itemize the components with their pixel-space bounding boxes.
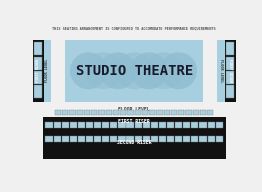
Bar bbox=[53, 136, 61, 142]
Bar bbox=[77, 110, 83, 115]
Bar bbox=[183, 122, 190, 128]
Bar bbox=[34, 71, 42, 84]
Circle shape bbox=[85, 52, 122, 89]
Bar bbox=[34, 42, 42, 55]
Bar bbox=[225, 40, 236, 102]
Bar bbox=[46, 136, 53, 142]
Bar bbox=[143, 122, 150, 128]
Bar bbox=[226, 71, 234, 84]
Bar bbox=[167, 122, 174, 128]
Bar bbox=[226, 42, 234, 55]
Bar bbox=[55, 110, 61, 115]
Bar bbox=[118, 136, 125, 142]
Bar bbox=[226, 85, 234, 98]
Bar bbox=[102, 122, 109, 128]
Bar bbox=[163, 110, 170, 115]
Bar bbox=[98, 110, 105, 115]
Bar bbox=[106, 110, 112, 115]
Bar bbox=[226, 56, 234, 70]
Bar bbox=[216, 136, 223, 142]
Bar bbox=[94, 122, 101, 128]
Bar bbox=[69, 110, 76, 115]
Bar bbox=[191, 136, 199, 142]
Bar bbox=[156, 110, 163, 115]
Text: FIRST RISER: FIRST RISER bbox=[118, 119, 150, 124]
Circle shape bbox=[160, 52, 197, 89]
Bar bbox=[127, 110, 134, 115]
Bar bbox=[118, 122, 125, 128]
Circle shape bbox=[130, 52, 168, 89]
Bar bbox=[200, 110, 206, 115]
Bar bbox=[135, 136, 142, 142]
Bar bbox=[70, 122, 77, 128]
Bar bbox=[159, 122, 166, 128]
Bar bbox=[151, 122, 158, 128]
Text: FIRST RISER: FIRST RISER bbox=[228, 59, 232, 83]
Bar bbox=[178, 110, 184, 115]
Bar bbox=[135, 122, 142, 128]
Bar bbox=[65, 40, 203, 102]
Text: FIRST RISER: FIRST RISER bbox=[36, 59, 40, 83]
Bar bbox=[175, 122, 182, 128]
Bar bbox=[110, 136, 117, 142]
Bar bbox=[70, 136, 77, 142]
Text: FLOOR LEVEL: FLOOR LEVEL bbox=[219, 59, 223, 83]
Bar bbox=[191, 122, 199, 128]
Bar bbox=[135, 110, 141, 115]
Bar bbox=[142, 110, 148, 115]
Bar bbox=[46, 122, 53, 128]
Bar bbox=[127, 136, 134, 142]
Text: FLOOR LEVEL: FLOOR LEVEL bbox=[118, 107, 150, 112]
Bar bbox=[159, 136, 166, 142]
Bar bbox=[193, 110, 199, 115]
Text: STUDIO THEATRE: STUDIO THEATRE bbox=[76, 64, 193, 78]
Bar bbox=[171, 110, 177, 115]
Bar bbox=[33, 40, 43, 102]
Text: FLOOR LEVEL: FLOOR LEVEL bbox=[46, 59, 50, 83]
Bar bbox=[78, 122, 85, 128]
Bar bbox=[185, 110, 192, 115]
Bar bbox=[34, 85, 42, 98]
Bar bbox=[127, 122, 134, 128]
Bar bbox=[149, 110, 155, 115]
Bar bbox=[62, 122, 69, 128]
Bar bbox=[175, 136, 182, 142]
Bar bbox=[43, 117, 226, 159]
Circle shape bbox=[99, 52, 137, 89]
Bar bbox=[113, 110, 119, 115]
Bar bbox=[53, 122, 61, 128]
Bar bbox=[110, 122, 117, 128]
Bar bbox=[43, 40, 51, 102]
Bar bbox=[86, 122, 93, 128]
Bar bbox=[199, 136, 206, 142]
Bar bbox=[84, 110, 90, 115]
Bar bbox=[62, 136, 69, 142]
Bar bbox=[208, 136, 215, 142]
Bar bbox=[102, 136, 109, 142]
Bar bbox=[217, 40, 225, 102]
Bar bbox=[91, 110, 97, 115]
Bar bbox=[143, 136, 150, 142]
Text: THIS SEATING ARRANGEMENT IS CONFIGURED TO ACCOMODATE PERFORMANCE REQUIREMENTS: THIS SEATING ARRANGEMENT IS CONFIGURED T… bbox=[52, 27, 216, 31]
Bar bbox=[94, 136, 101, 142]
Bar bbox=[183, 136, 190, 142]
Bar bbox=[62, 110, 68, 115]
Circle shape bbox=[70, 52, 107, 89]
Bar bbox=[199, 122, 206, 128]
Bar bbox=[207, 110, 214, 115]
Bar bbox=[208, 122, 215, 128]
Circle shape bbox=[116, 52, 153, 89]
Text: SECOND RISER: SECOND RISER bbox=[117, 141, 151, 146]
Bar bbox=[78, 136, 85, 142]
Bar bbox=[86, 136, 93, 142]
Bar bbox=[120, 110, 126, 115]
Bar bbox=[167, 136, 174, 142]
Bar bbox=[34, 56, 42, 70]
Circle shape bbox=[145, 52, 182, 89]
Bar bbox=[151, 136, 158, 142]
Bar bbox=[216, 122, 223, 128]
